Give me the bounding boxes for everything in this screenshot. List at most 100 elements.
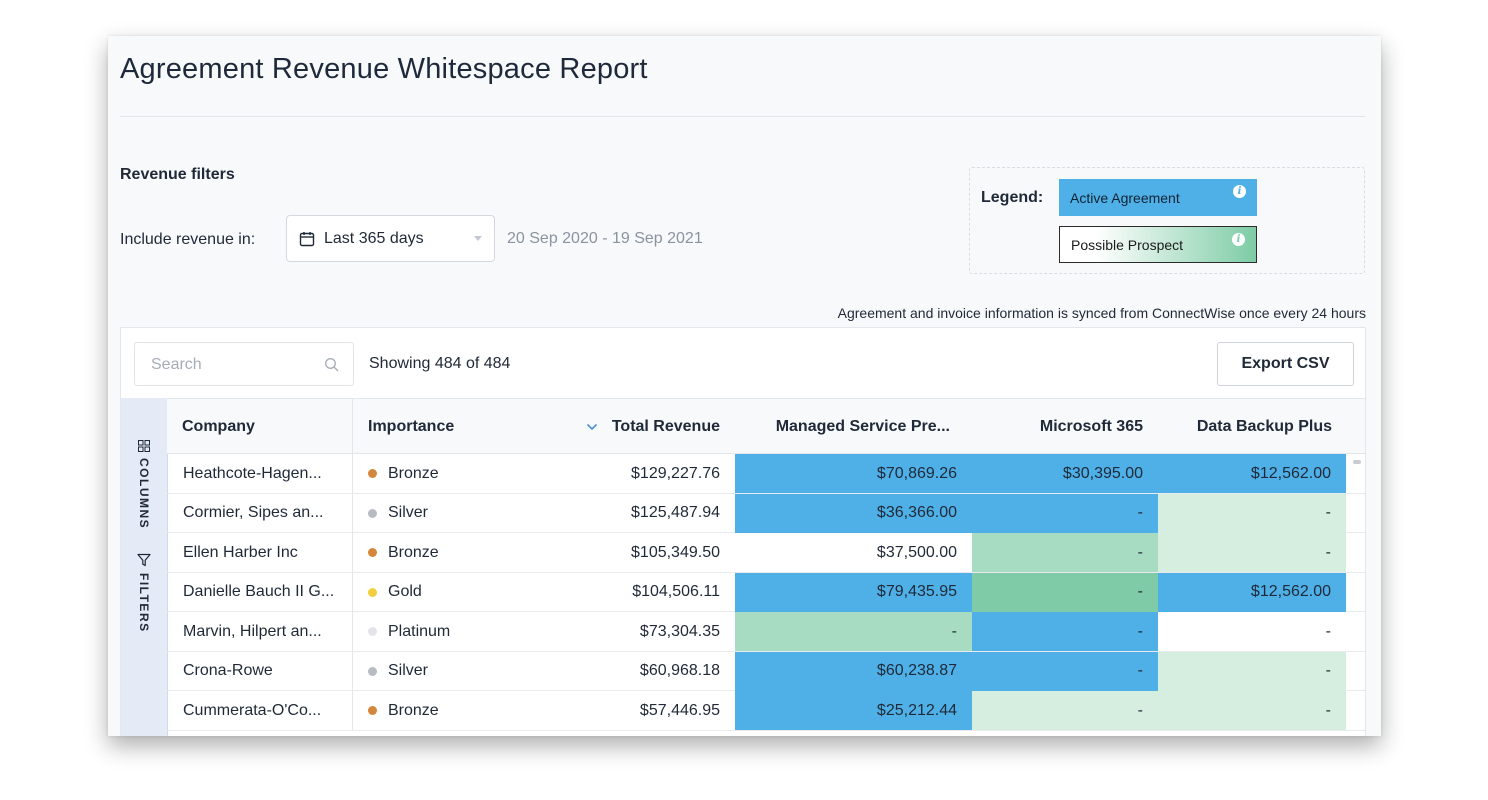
cell-microsoft-365[interactable]: -	[972, 572, 1158, 612]
cell-data-backup-plus[interactable]: -	[1158, 691, 1346, 730]
filter-funnel-icon	[137, 553, 151, 567]
include-revenue-label: Include revenue in:	[120, 231, 256, 248]
legend-prospect-label: Possible Prospect	[1071, 236, 1184, 253]
cell-data-backup-plus[interactable]: $12,562.00	[1158, 572, 1346, 612]
table-row[interactable]: Cummerata-O'Co... Bronze $57,446.95 $25,212…	[167, 691, 1365, 731]
table-row[interactable]: Danielle Bauch II G... Gold $104,506.11 $79…	[167, 572, 1365, 612]
legend-label: Legend:	[981, 189, 1044, 206]
cell-data-backup-plus[interactable]: -	[1158, 533, 1346, 572]
cell-managed-service[interactable]: $70,869.26	[735, 454, 972, 493]
side-tool-panel: COLUMNS FILTERS	[121, 398, 168, 736]
cell-company[interactable]: Crona-Rowe	[167, 651, 353, 691]
cell-importance[interactable]: Silver	[353, 652, 553, 691]
columns-label: COLUMNS	[137, 458, 151, 530]
cell-total-revenue[interactable]: $60,968.18	[553, 652, 735, 691]
cell-company[interactable]: Cormier, Sipes an...	[167, 493, 353, 533]
search-input[interactable]: Search	[134, 342, 354, 386]
cell-microsoft-365[interactable]: -	[972, 612, 1158, 651]
sort-desc-chevron-icon	[586, 423, 597, 430]
cell-data-backup-plus[interactable]: $12,562.00	[1158, 454, 1346, 493]
col-header-company[interactable]: Company	[167, 399, 353, 454]
period-select-value: Last 365 days	[324, 229, 424, 247]
columns-tool-button[interactable]: COLUMNS	[132, 440, 156, 529]
export-csv-button[interactable]: Export CSV	[1217, 342, 1354, 386]
cell-managed-service[interactable]: -	[735, 612, 972, 651]
period-select[interactable]: Last 365 days	[286, 215, 495, 262]
cell-company[interactable]: Danielle Bauch II G...	[167, 572, 353, 612]
total-revenue-value: $57,446.95	[639, 701, 720, 719]
col-header-importance[interactable]: Importance	[353, 399, 553, 454]
cell-total-revenue[interactable]: $125,487.94	[553, 494, 735, 533]
m365-value: -	[1137, 701, 1143, 719]
grid-header: Company Importance Total Revenue Managed…	[167, 398, 1365, 454]
cell-company[interactable]: Marvin, Hilpert an...	[167, 612, 353, 651]
col-header-data-backup-plus[interactable]: Data Backup Plus	[1158, 399, 1346, 454]
total-revenue-value: $125,487.94	[631, 504, 720, 521]
col-header-msp-label: Managed Service Pre...	[775, 417, 950, 435]
table-row[interactable]: Crona-Rowe Silver $60,968.18 $60,238.87 - -	[167, 651, 1365, 691]
col-header-microsoft-365[interactable]: Microsoft 365	[972, 399, 1158, 454]
cell-microsoft-365[interactable]: -	[972, 651, 1158, 691]
company-name: Marvin, Hilpert an...	[183, 622, 322, 640]
dbp-value: -	[1325, 543, 1331, 561]
cell-managed-service[interactable]: $25,212.44	[735, 691, 972, 730]
cell-managed-service[interactable]: $36,366.00	[735, 493, 972, 533]
importance-label: Bronze	[388, 543, 439, 561]
cell-company[interactable]: Cummerata-O'Co...	[167, 691, 353, 730]
info-icon[interactable]: i	[1232, 233, 1245, 246]
cell-importance[interactable]: Platinum	[353, 612, 553, 651]
importance-dot-icon	[368, 666, 377, 676]
cell-data-backup-plus[interactable]: -	[1158, 493, 1346, 533]
cell-total-revenue[interactable]: $73,304.35	[553, 612, 735, 651]
cell-managed-service[interactable]: $79,435.95	[735, 572, 972, 612]
company-name: Cummerata-O'Co...	[183, 701, 322, 719]
col-header-m365-label: Microsoft 365	[1039, 417, 1143, 435]
cell-importance[interactable]: Gold	[353, 573, 553, 612]
msp-value: $79,435.95	[876, 583, 957, 600]
msp-value: $37,500.00	[876, 543, 957, 561]
col-header-total-label: Total Revenue	[611, 417, 720, 435]
importance-label: Gold	[388, 583, 422, 600]
vertical-scrollbar[interactable]	[1353, 460, 1361, 464]
legend-active-agreement: Active Agreement i	[1059, 179, 1257, 216]
cell-importance[interactable]: Silver	[353, 494, 553, 533]
m365-value: $30,395.00	[1062, 464, 1143, 482]
table-row[interactable]: Marvin, Hilpert an... Platinum $73,304.35 -…	[167, 612, 1365, 652]
cell-microsoft-365[interactable]: $30,395.00	[972, 454, 1158, 493]
search-placeholder: Search	[151, 356, 202, 373]
cell-data-backup-plus[interactable]: -	[1158, 612, 1346, 651]
table-row[interactable]: Heathcote-Hagen... Bronze $129,227.76 $70,8…	[167, 454, 1365, 494]
col-header-company-label: Company	[182, 417, 255, 435]
info-icon[interactable]: i	[1233, 185, 1246, 198]
cell-importance[interactable]: Bronze	[353, 691, 553, 730]
importance-dot-icon	[368, 508, 377, 518]
page-title: Agreement Revenue Whitespace Report	[120, 53, 648, 85]
chevron-down-icon	[474, 236, 482, 241]
cell-data-backup-plus[interactable]: -	[1158, 651, 1346, 691]
legend-possible-prospect: Possible Prospect i	[1059, 226, 1257, 263]
col-header-managed-service[interactable]: Managed Service Pre...	[735, 399, 972, 454]
m365-value: -	[1137, 504, 1143, 521]
importance-label: Platinum	[388, 622, 451, 640]
cell-importance[interactable]: Bronze	[353, 533, 553, 572]
cell-total-revenue[interactable]: $105,349.50	[553, 533, 735, 572]
cell-company[interactable]: Ellen Harber Inc	[167, 533, 353, 572]
cell-microsoft-365[interactable]: -	[972, 493, 1158, 533]
col-header-total-revenue[interactable]: Total Revenue	[553, 399, 735, 454]
cell-importance[interactable]: Bronze	[353, 454, 553, 493]
row-count-text: Showing 484 of 484	[369, 355, 511, 372]
cell-total-revenue[interactable]: $57,446.95	[553, 691, 735, 730]
table-row[interactable]: Cormier, Sipes an... Silver $125,487.94 $36…	[167, 493, 1365, 533]
cell-company[interactable]: Heathcote-Hagen...	[167, 454, 353, 493]
cell-microsoft-365[interactable]: -	[972, 533, 1158, 572]
revenue-filters-heading: Revenue filters	[120, 166, 235, 183]
cell-total-revenue[interactable]: $104,506.11	[553, 573, 735, 612]
cell-managed-service[interactable]: $60,238.87	[735, 651, 972, 691]
dbp-value: -	[1325, 701, 1331, 719]
cell-microsoft-365[interactable]: -	[972, 691, 1158, 730]
cell-managed-service[interactable]: $37,500.00	[735, 533, 972, 572]
cell-total-revenue[interactable]: $129,227.76	[553, 454, 735, 493]
table-row[interactable]: Ellen Harber Inc Bronze $105,349.50 $37,500…	[167, 533, 1365, 573]
importance-label: Silver	[388, 504, 429, 521]
filters-tool-button[interactable]: FILTERS	[132, 553, 156, 633]
